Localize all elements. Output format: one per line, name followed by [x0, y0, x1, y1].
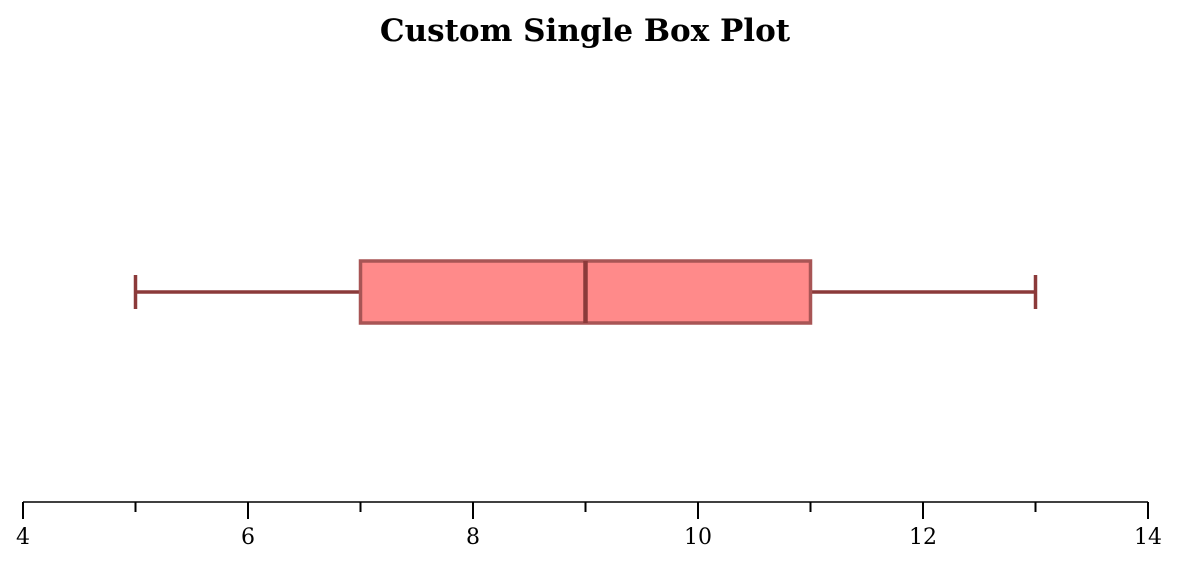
x-tick-label: 14 [1134, 525, 1162, 550]
plot-area [136, 261, 1036, 323]
x-axis: 4 6 8 10 12 14 [16, 502, 1162, 550]
x-tick-label: 8 [466, 525, 480, 550]
x-tick-label: 6 [241, 525, 255, 550]
x-tick-label: 12 [909, 525, 937, 550]
chart-title: Custom Single Box Plot [380, 13, 791, 49]
x-tick-label: 10 [684, 525, 712, 550]
x-tick-label: 4 [16, 525, 30, 550]
